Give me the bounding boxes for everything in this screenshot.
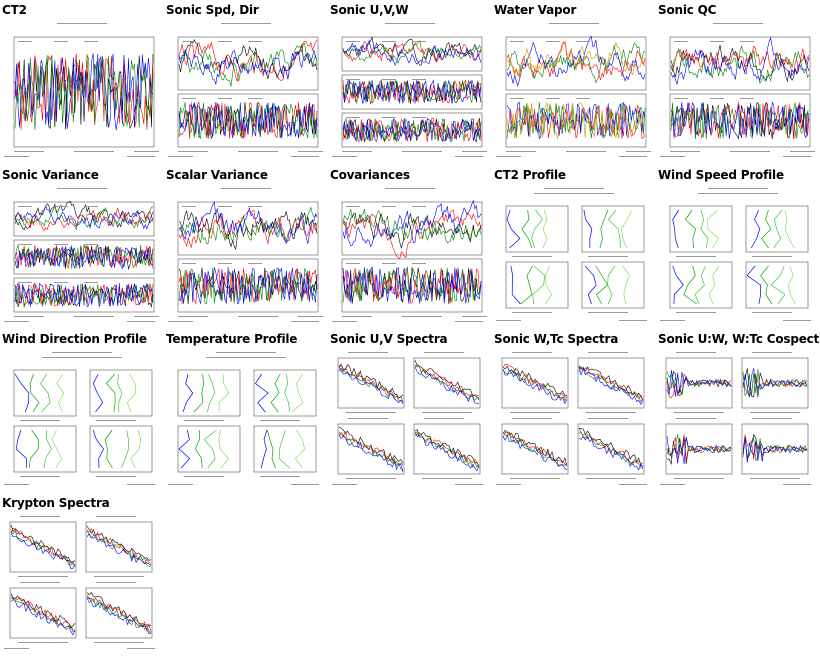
thumbnail-image-link[interactable] [658, 348, 816, 488]
thumbnail-title: Temperature Profile [166, 332, 298, 346]
thumbnail-plot-image [4, 23, 159, 157]
thumbnail-image-link[interactable] [2, 184, 160, 324]
thumbnail-title: Krypton Spectra [2, 496, 110, 510]
thumbnail-plot-image [660, 352, 811, 485]
thumbnail-title: Water Vapor [494, 3, 577, 17]
thumbnail-plot-image [332, 23, 487, 157]
thumbnail-image-link[interactable] [494, 348, 652, 488]
thumbnail-image-link[interactable] [330, 348, 488, 488]
thumbnail-image-link[interactable] [166, 184, 324, 324]
thumbnail-title: Wind Speed Profile [658, 168, 784, 182]
thumbnail-title: Sonic Variance [2, 168, 99, 182]
thumbnail-image-link[interactable] [658, 19, 816, 159]
thumbnail-title: CT2 [2, 3, 27, 17]
thumbnail-image-link[interactable] [2, 19, 160, 159]
thumbnail-plot-image [496, 188, 647, 321]
thumbnail-title: CT2 Profile [494, 168, 566, 182]
thumbnail-plot-image [660, 23, 815, 157]
thumbnail-plot-image [4, 188, 159, 322]
thumbnail-plot-image [660, 188, 811, 321]
thumbnail-plot-image [4, 516, 155, 649]
thumbnail-title: Sonic Spd, Dir [166, 3, 259, 17]
thumbnail-image-link[interactable] [330, 19, 488, 159]
thumbnail-image-link[interactable] [658, 184, 816, 324]
thumbnail-plot-image [332, 352, 483, 485]
thumbnail-title: Sonic U,V,W [330, 3, 409, 17]
thumbnail-image-link[interactable] [494, 184, 652, 324]
thumbnail-title: Scalar Variance [166, 168, 268, 182]
thumbnail-title: Sonic U,V Spectra [330, 332, 448, 346]
thumbnail-plot-image [168, 23, 323, 157]
thumbnail-image-link[interactable] [2, 512, 160, 652]
thumbnail-title: Wind Direction Profile [2, 332, 147, 346]
thumbnail-image-link[interactable] [166, 348, 324, 488]
thumbnail-plot-image [496, 352, 647, 485]
thumbnail-title: Sonic W,Tc Spectra [494, 332, 619, 346]
thumbnail-title: Sonic QC [658, 3, 717, 17]
thumbnail-image-link[interactable] [2, 348, 160, 488]
thumbnail-image-link[interactable] [166, 19, 324, 159]
thumbnail-title: Sonic U:W, W:Tc Cospectra [658, 332, 820, 346]
thumbnail-plot-image [168, 188, 323, 322]
thumbnail-plot-image [4, 352, 155, 485]
thumbnail-plot-image [496, 23, 651, 157]
thumbnail-title: Covariances [330, 168, 410, 182]
thumbnail-image-link[interactable] [494, 19, 652, 159]
thumbnail-image-link[interactable] [330, 184, 488, 324]
thumbnail-plot-image [332, 188, 487, 322]
thumbnail-plot-image [168, 352, 319, 485]
